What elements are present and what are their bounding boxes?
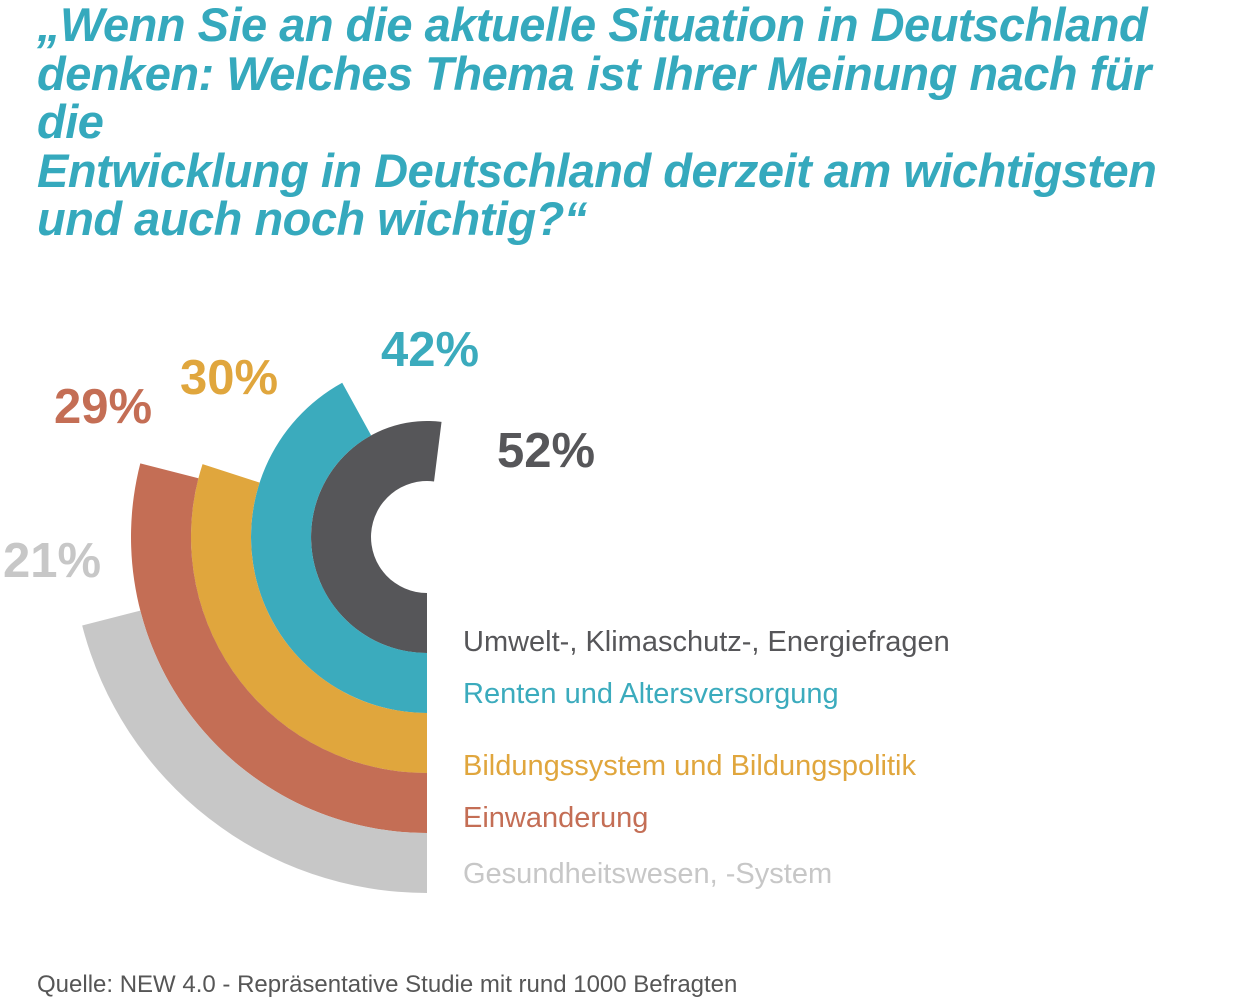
ring-group [82, 382, 442, 893]
percent-label-bildung: 30% [180, 351, 279, 405]
category-label-gesundheit: Gesundheitswesen, -System [463, 858, 833, 890]
ring-segment-1 [250, 382, 427, 713]
percent-label-einwanderung: 29% [54, 380, 153, 434]
ring-segment-4 [82, 610, 428, 893]
ring-segment-3 [131, 463, 428, 833]
category-label-einwanderung: Einwanderung [463, 802, 649, 834]
percent-label-gesundheit: 21% [3, 534, 102, 588]
category-label-umwelt: Umwelt-, Klimaschutz-, Energiefragen [463, 626, 950, 658]
percent-label-umwelt: 52% [497, 424, 596, 478]
ring-segment-2 [190, 464, 427, 773]
ring-segment-0 [311, 421, 442, 653]
category-label-bildung: Bildungssystem und Bildungspolitik [463, 750, 916, 782]
category-label-renten: Renten und Altersversorgung [463, 678, 839, 710]
source-line: Quelle: NEW 4.0 - Repräsentative Studie … [37, 971, 738, 998]
percent-label-renten: 42% [381, 323, 480, 377]
chart-title: „Wenn Sie an die aktuelle Situation in D… [37, 0, 1157, 245]
